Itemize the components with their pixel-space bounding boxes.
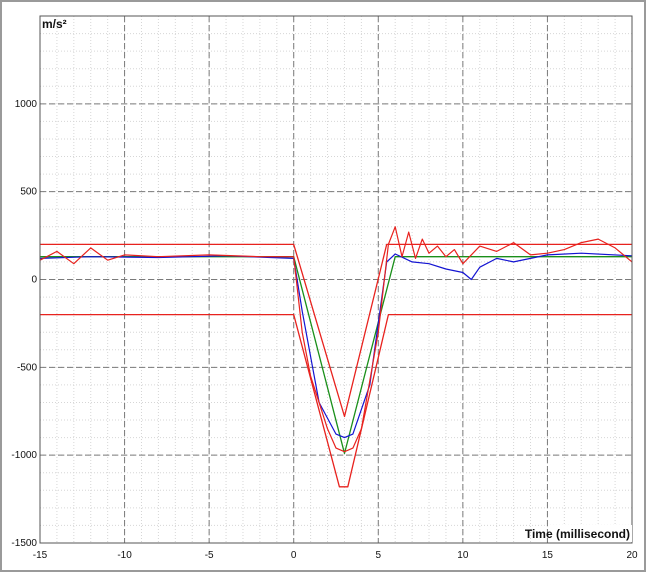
- series-line-3: [39, 252, 633, 439]
- plot-frame: [39, 15, 633, 544]
- x-tick-label: 20: [626, 550, 638, 561]
- series-layer: [39, 226, 633, 488]
- x-tick-label: 0: [291, 550, 297, 561]
- x-tick-label: -15: [33, 550, 48, 561]
- x-tick-label: -10: [117, 550, 132, 561]
- y-tick-label: -1000: [11, 450, 37, 461]
- y-tick-labels: 1000 500 0 -500 -1000 -1500: [11, 99, 37, 549]
- y-axis-label: m/s²: [42, 17, 67, 31]
- series-line-0: [40, 243, 632, 418]
- x-axis-label-bg: [548, 525, 632, 542]
- y-tick-label: -1500: [11, 538, 37, 549]
- x-tick-label: 10: [457, 550, 469, 561]
- x-tick-label: 15: [542, 550, 554, 561]
- x-tick-label: -5: [205, 550, 214, 561]
- series-line-4: [39, 226, 633, 453]
- x-axis-label: Time (millisecond): [525, 527, 630, 541]
- series-line-1: [40, 313, 632, 488]
- x-tick-labels: -15 -10 -5 0 5 10 15 20: [33, 550, 638, 561]
- y-tick-label: 1000: [15, 99, 38, 110]
- y-tick-label: -500: [17, 362, 37, 373]
- y-tick-label: 500: [20, 187, 37, 198]
- x-tick-label: 5: [376, 550, 382, 561]
- y-tick-label: 0: [31, 275, 37, 286]
